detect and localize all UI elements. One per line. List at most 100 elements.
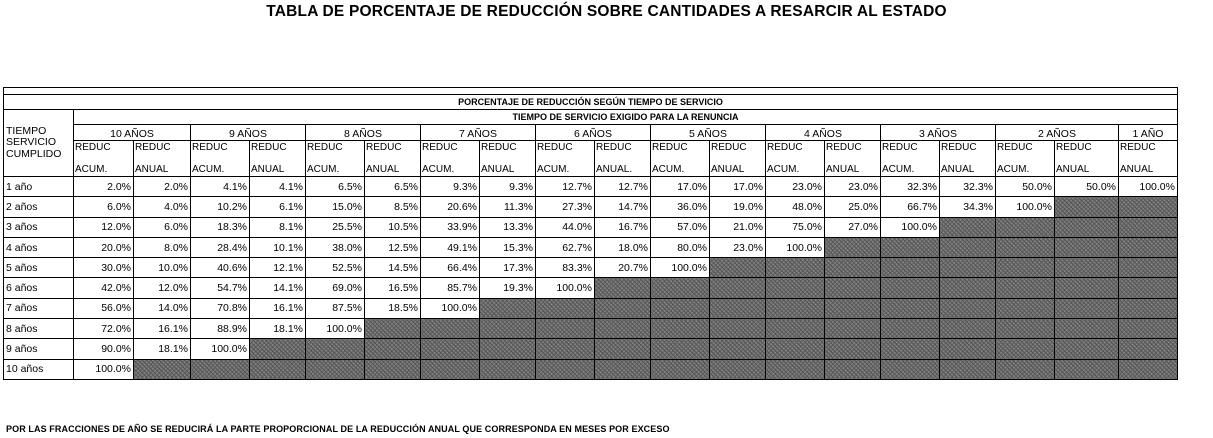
shaded-cell [650,318,710,340]
column-label-bottom: ANUAL [941,163,975,175]
table-cell: 17.3% [479,257,536,279]
year-group-header: 6 AÑOS [535,124,651,141]
shaded-cell [1054,257,1119,279]
shaded-cell [995,358,1055,380]
table-cell: 16.1% [249,297,306,320]
column-label-anual: REDUC ANUAL [479,140,536,177]
year-group-header: 7 AÑOS [420,124,536,141]
table-cell: 18.5% [364,297,421,320]
column-label-acum: REDUC ACUM. [305,140,365,177]
shaded-cell [765,358,825,380]
row-label: 9 años [3,338,74,360]
row-label: 7 años [3,297,74,320]
shaded-cell [249,358,306,380]
table-cell: 66.7% [880,196,940,218]
column-label-acum: REDUC ACUM. [765,140,825,177]
shaded-cell [594,277,651,299]
shaded-cell [824,358,881,380]
table-cell: 14.0% [133,297,191,320]
table-cell: 100.0% [995,196,1055,218]
table-cell: 52.5% [305,257,365,279]
column-label-anual: REDUC ANUAL [133,140,191,177]
table-cell: 10.1% [249,236,306,259]
table-cell: 23.0% [765,175,825,198]
column-label-acum: REDUC ACUM. [73,140,134,177]
shaded-cell [765,318,825,340]
table-cell: 14.5% [364,257,421,279]
table-cell: 8.1% [249,216,306,238]
row-label: 2 años [3,196,74,218]
table-cell: 10.5% [364,216,421,238]
table-cell: 57.0% [650,216,710,238]
shaded-cell [880,236,940,259]
shaded-cell [709,338,766,360]
column-label-anual: REDUC ANUAL [1054,140,1119,177]
table-cell: 12.7% [594,175,651,198]
shaded-cell [995,318,1055,340]
table-cell: 66.4% [420,257,480,279]
shaded-cell [1118,216,1178,238]
table-cell: 32.3% [880,175,940,198]
table-row: 7 años 56.0% 14.0% 70.8% 16.1% 87.5% 18.5% 100.… [3,297,1178,320]
column-label-bottom: ACUM. [537,163,570,175]
table-cell: 20.0% [73,236,134,259]
shaded-cell [995,236,1055,259]
shaded-cell [995,216,1055,238]
column-label-top: REDUC [997,142,1033,153]
column-label-top: REDUC [537,142,573,153]
table-cell: 16.5% [364,277,421,299]
column-label-acum: REDUC ACUM. [880,140,940,177]
table-cell: 27.0% [824,216,881,238]
row-label: 1 año [3,175,74,198]
column-label-top: REDUC [767,142,803,153]
column-label-top: REDUC [135,142,171,153]
table-cell: 14.7% [594,196,651,218]
shaded-cell [765,257,825,279]
column-label-acum: REDUC ACUM. [535,140,595,177]
table-cell: 38.0% [305,236,365,259]
shaded-cell [939,257,996,279]
shaded-cell [1118,196,1178,218]
column-label-bottom: ACUM. [882,163,915,175]
shaded-cell [479,297,536,320]
row-header-line-1: TIEMPO [6,125,47,138]
column-label-acum: REDUC ACUM. [420,140,480,177]
column-label-top: REDUC [1120,142,1156,153]
table-cell: 44.0% [535,216,595,238]
shaded-cell [1054,236,1119,259]
top-spacer-cell [3,87,1178,95]
table-cell: 33.9% [420,216,480,238]
shaded-cell [133,358,191,380]
table-cell: 16.1% [133,318,191,340]
shaded-cell [1118,277,1178,299]
table-cell: 69.0% [305,277,365,299]
table-cell: 2.0% [73,175,134,198]
shaded-cell [880,338,940,360]
table-row: 1 año 2.0% 2.0% 4.1% 4.1% 6.5% 6.5% 9.3% 9.3% 12.… [3,175,1178,198]
column-label-bottom: ACUM. [422,163,455,175]
shaded-cell [709,318,766,340]
column-label-bottom: ANUAL. [596,163,633,175]
column-label-acum: REDUC ACUM. [650,140,710,177]
year-group-header: 2 AÑOS [995,124,1119,141]
table-cell: 12.1% [249,257,306,279]
table-cell: 23.0% [709,236,766,259]
shaded-cell [880,318,940,340]
column-label-anual: REDUC ANUAL [364,140,421,177]
main-header: PORCENTAJE DE REDUCCIÓN SEGÚN TIEMPO DE … [3,94,1178,110]
shaded-cell [1054,318,1119,340]
column-label-bottom: ACUM. [75,163,108,175]
shaded-cell [594,297,651,320]
row-label: 6 años [3,277,74,299]
table-cell: 25.5% [305,216,365,238]
table-cell: 90.0% [73,338,134,360]
year-group-header: 10 AÑOS [73,124,191,141]
shaded-cell [939,236,996,259]
table-cell: 6.0% [133,216,191,238]
table-cell: 18.3% [190,216,250,238]
shaded-cell [939,277,996,299]
table-cell: 25.0% [824,196,881,218]
table-cell: 36.0% [650,196,710,218]
shaded-cell [824,297,881,320]
shaded-cell [824,318,881,340]
